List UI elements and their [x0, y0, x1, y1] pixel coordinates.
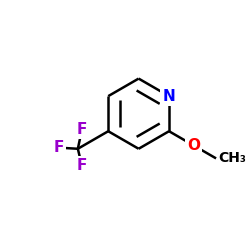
Text: O: O [187, 138, 200, 153]
Text: F: F [54, 140, 64, 155]
Text: N: N [163, 89, 175, 104]
Text: F: F [77, 122, 87, 137]
Text: CH₃: CH₃ [218, 152, 246, 166]
Text: F: F [77, 158, 87, 173]
